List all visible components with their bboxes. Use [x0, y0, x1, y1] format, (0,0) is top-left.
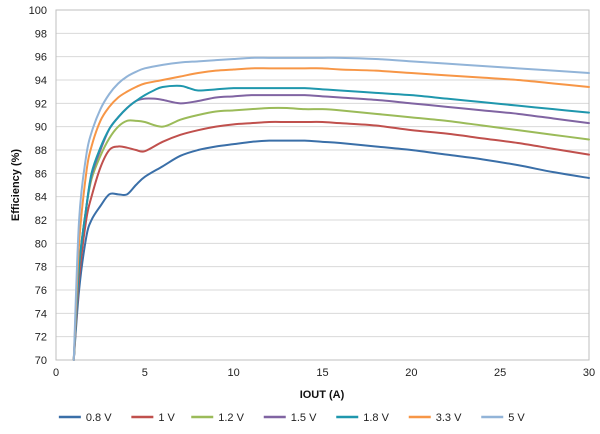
- y-tick-labels: 70 72 74 76 78 80 82 84 86 88 90 92 94 96 98 100: [29, 5, 47, 367]
- series-line-0: [72, 139, 590, 361]
- series-line-4: [72, 84, 590, 361]
- legend-label: 1 V: [158, 412, 175, 424]
- series-line-6: [72, 56, 590, 361]
- x-tick-label: 0: [53, 367, 59, 379]
- y-tick-label: 72: [35, 332, 47, 344]
- y-tick-label: 74: [35, 308, 47, 320]
- y-tick-label: 94: [35, 75, 47, 87]
- legend-item-1: 1 V: [131, 412, 176, 424]
- x-tick-label: 10: [228, 367, 240, 379]
- y-tick-label: 88: [35, 145, 47, 157]
- legend-item-0: 0.8 V: [58, 412, 112, 424]
- series-line-1: [72, 120, 590, 361]
- y-tick-label: 84: [35, 192, 47, 204]
- y-tick-label: 78: [35, 262, 47, 274]
- y-tick-label: 70: [35, 355, 47, 367]
- legend-item-3: 1.5 V: [263, 412, 317, 424]
- legend-label: 1.5 V: [291, 412, 317, 424]
- y-tick-label: 80: [35, 238, 47, 250]
- series-line-2: [72, 106, 590, 361]
- x-tick-label: 25: [494, 367, 506, 379]
- x-tick-labels: 0 5 10 15 20 25 30: [53, 367, 595, 379]
- legend-item-2: 1.2 V: [191, 412, 245, 424]
- legend-label: 1.8 V: [363, 412, 389, 424]
- legend-label: 0.8 V: [86, 412, 112, 424]
- y-tick-label: 98: [35, 28, 47, 40]
- series-lines: [72, 56, 590, 361]
- y-tick-label: 100: [29, 5, 47, 17]
- legend-label: 3.3 V: [436, 412, 462, 424]
- x-tick-label: 30: [583, 367, 595, 379]
- y-tick-label: 92: [35, 98, 47, 110]
- legend-item-4: 1.8 V: [336, 412, 390, 424]
- legend-label: 5 V: [508, 412, 525, 424]
- y-tick-label: 96: [35, 52, 47, 64]
- legend: 0.8 V 1 V 1.2 V 1.5 V 1.8 V 3.3 V 5 V: [58, 412, 525, 424]
- y-tick-label: 90: [35, 122, 47, 134]
- grid-lines: [56, 9, 589, 361]
- series-line-5: [72, 67, 590, 361]
- legend-label: 1.2 V: [218, 412, 244, 424]
- y-tick-label: 86: [35, 168, 47, 180]
- y-tick-label: 76: [35, 285, 47, 297]
- y-tick-label: 82: [35, 215, 47, 227]
- series-line-3: [72, 94, 590, 361]
- x-tick-label: 20: [405, 367, 417, 379]
- plot-frame: [55, 9, 590, 361]
- legend-item-6: 5 V: [481, 412, 525, 424]
- x-tick-label: 15: [316, 367, 328, 379]
- x-tick-label: 5: [142, 367, 148, 379]
- x-axis-title: IOUT (A): [300, 389, 345, 401]
- y-axis-title: Efficiency (%): [10, 149, 22, 221]
- legend-item-5: 3.3 V: [408, 412, 462, 424]
